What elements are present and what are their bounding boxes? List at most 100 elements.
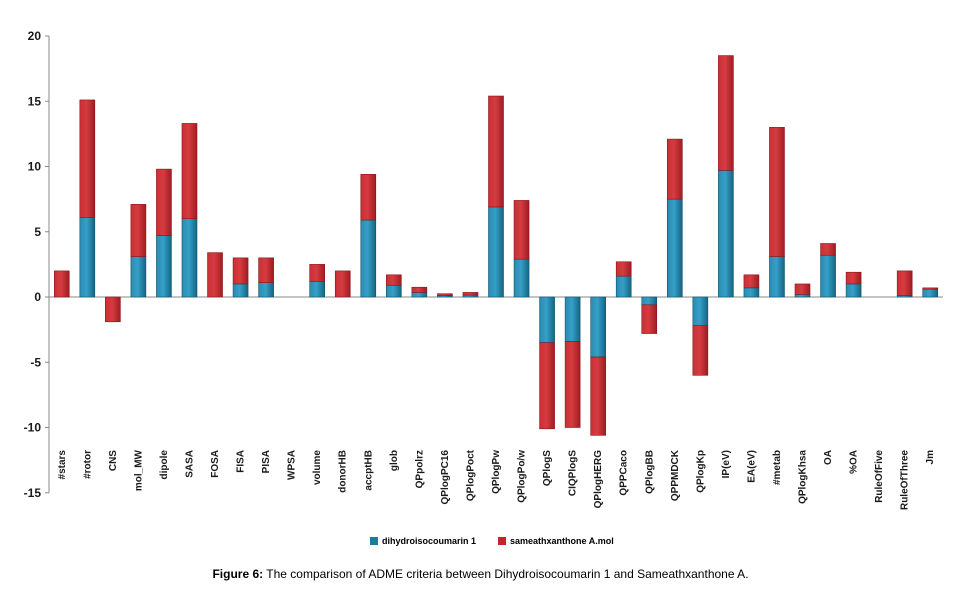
x-tick-label: volume bbox=[312, 450, 323, 485]
bar-dihydroisocoumarin bbox=[488, 206, 504, 298]
x-tick-label: #metab bbox=[772, 450, 783, 485]
bar-dihydroisocoumarin bbox=[666, 198, 683, 298]
bar-sameathxanthone bbox=[258, 257, 274, 283]
bar-sameathxanthone bbox=[692, 325, 709, 376]
legend-swatch-series-2 bbox=[498, 537, 507, 545]
bar-sameathxanthone bbox=[105, 296, 121, 323]
x-tick-label: QPlogHERG bbox=[593, 450, 604, 509]
bar-sameathxanthone bbox=[437, 293, 453, 296]
bar-sameathxanthone bbox=[794, 283, 811, 295]
bar-sameathxanthone bbox=[718, 55, 734, 171]
bar-dihydroisocoumarin bbox=[130, 256, 147, 298]
bar-dihydroisocoumarin bbox=[769, 256, 785, 298]
x-tick-label: PISA bbox=[261, 450, 272, 473]
bar-dihydroisocoumarin bbox=[360, 219, 377, 298]
bar-sameathxanthone bbox=[411, 286, 428, 293]
bar-dihydroisocoumarin bbox=[718, 170, 734, 298]
x-tick-label: FOSA bbox=[210, 450, 221, 478]
bar-sameathxanthone bbox=[130, 204, 147, 257]
bar-sameathxanthone bbox=[641, 304, 658, 334]
x-tick-label: QPlogPC16 bbox=[440, 450, 451, 505]
bar-sameathxanthone bbox=[334, 270, 351, 298]
x-tick-label: donorHB bbox=[338, 450, 349, 493]
bar-sameathxanthone bbox=[232, 257, 249, 285]
x-tick-label: EA(eV) bbox=[746, 450, 757, 483]
bar-sameathxanthone bbox=[360, 174, 377, 221]
x-tick-label: %OA bbox=[849, 450, 860, 474]
x-tick-label: #stars bbox=[57, 450, 68, 480]
x-tick-label: IP(eV) bbox=[721, 450, 732, 478]
x-tick-label: WPSA bbox=[287, 450, 298, 480]
x-tick-label: dipole bbox=[159, 450, 170, 480]
x-tick-label: glob bbox=[389, 450, 400, 471]
legend-label-series-1: dihydroisocoumarin 1 bbox=[382, 536, 477, 546]
bar-dihydroisocoumarin bbox=[564, 296, 581, 342]
x-tick-label: QPlogKhsa bbox=[798, 450, 809, 504]
bar-dihydroisocoumarin bbox=[641, 296, 658, 306]
y-tick-label: 15 bbox=[28, 94, 42, 108]
bar-sameathxanthone bbox=[615, 261, 632, 277]
legend-item-series-1: dihydroisocoumarin 1 bbox=[370, 536, 476, 546]
caption-label: Figure 6: bbox=[212, 567, 264, 581]
bar-sameathxanthone bbox=[539, 342, 555, 430]
bar-sameathxanthone bbox=[53, 270, 70, 298]
y-tick-label: -5 bbox=[30, 355, 41, 369]
bar-sameathxanthone bbox=[820, 243, 836, 256]
bar-sameathxanthone bbox=[156, 168, 172, 236]
x-tick-label: QPlogPoct bbox=[465, 449, 476, 501]
bar-sameathxanthone bbox=[513, 200, 530, 260]
x-tick-label: CNS bbox=[108, 450, 119, 471]
x-tick-label: SASA bbox=[184, 450, 195, 478]
bar-sameathxanthone bbox=[309, 264, 326, 282]
bar-sameathxanthone bbox=[79, 99, 96, 218]
bar-dihydroisocoumarin bbox=[539, 296, 555, 343]
x-tick-label: OA bbox=[823, 450, 834, 465]
bar-dihydroisocoumarin bbox=[411, 292, 428, 298]
x-tick-label: accptHB bbox=[363, 450, 374, 491]
y-tick-label: 5 bbox=[34, 225, 41, 239]
y-tick-label: -10 bbox=[24, 421, 42, 435]
x-tick-label: CIQPlogS bbox=[568, 450, 579, 496]
legend-swatch-series-1 bbox=[370, 537, 378, 545]
x-tick-label: FISA bbox=[236, 450, 247, 473]
bar-dihydroisocoumarin bbox=[386, 284, 402, 298]
x-tick-label: Jm bbox=[925, 450, 936, 465]
bar-sameathxanthone bbox=[896, 270, 913, 296]
x-tick-label: QPlogS bbox=[542, 450, 553, 486]
x-tick-label: RuleOfThree bbox=[900, 450, 911, 510]
figure-caption: Figure 6: The comparison of ADME criteri… bbox=[0, 567, 961, 581]
legend-item-series-2: sameathxanthone A.mol bbox=[498, 536, 614, 546]
bar-dihydroisocoumarin bbox=[258, 282, 274, 298]
bar-dihydroisocoumarin bbox=[590, 296, 606, 358]
bar-dihydroisocoumarin bbox=[794, 294, 811, 298]
bar-sameathxanthone bbox=[462, 292, 479, 296]
y-tick-label: -15 bbox=[24, 486, 42, 500]
y-tick-label: 20 bbox=[28, 29, 42, 43]
bar-sameathxanthone bbox=[769, 127, 785, 257]
bar-sameathxanthone bbox=[181, 123, 198, 219]
x-tick-label: QPpolrz bbox=[414, 450, 425, 488]
bar-sameathxanthone bbox=[845, 271, 862, 285]
bar-sameathxanthone bbox=[488, 95, 504, 208]
x-tick-label: QPPCaco bbox=[619, 450, 630, 496]
caption-text: The comparison of ADME criteria between … bbox=[266, 567, 749, 581]
bars bbox=[53, 55, 939, 436]
x-tick-label: mol_MW bbox=[133, 449, 144, 491]
x-tick-label: QPlogKp bbox=[695, 450, 706, 493]
x-tick-label: QPlogBB bbox=[644, 450, 655, 494]
x-tick-label: QPlogPo/w bbox=[517, 450, 528, 503]
bar-sameathxanthone bbox=[922, 287, 939, 290]
bar-dihydroisocoumarin bbox=[743, 287, 760, 298]
bar-sameathxanthone bbox=[207, 252, 223, 298]
y-tick-label: 0 bbox=[34, 290, 41, 304]
bar-dihydroisocoumarin bbox=[615, 275, 632, 298]
bar-dihydroisocoumarin bbox=[309, 281, 326, 298]
legend: dihydroisocoumarin 1 sameathxanthone A.m… bbox=[370, 536, 614, 546]
x-tick-label: QPPMDCK bbox=[670, 449, 681, 501]
bar-dihydroisocoumarin bbox=[820, 254, 836, 298]
x-axis-labels: #stars #rotor CNS mol_MW dipole SASA FOSA FISA P… bbox=[57, 449, 936, 510]
legend-label-series-2: sameathxanthone A.mol bbox=[510, 536, 614, 546]
bar-sameathxanthone bbox=[666, 138, 683, 200]
bar-sameathxanthone bbox=[590, 356, 606, 436]
